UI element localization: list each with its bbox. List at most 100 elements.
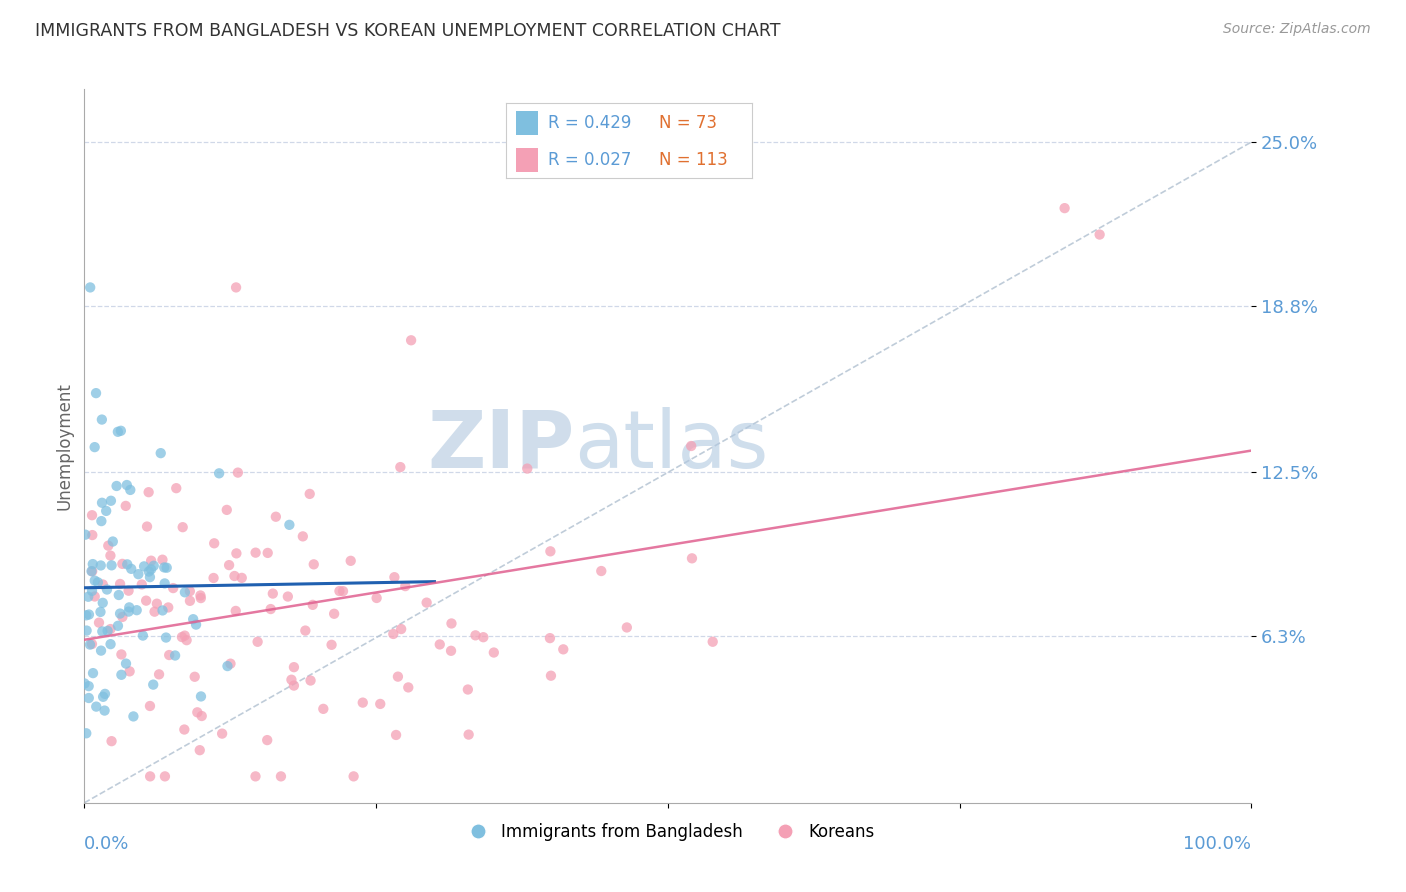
Koreans [139,769,162,783]
Immigrants from Bangladesh [217,659,239,673]
Immigrants from Bangladesh [118,600,141,615]
Koreans [100,549,122,563]
Koreans [457,728,479,742]
Koreans [153,769,176,783]
Koreans [80,508,103,523]
Immigrants from Bangladesh [107,588,129,602]
Koreans [173,723,195,737]
Immigrants from Bangladesh [139,570,162,584]
Immigrants from Bangladesh [142,678,165,692]
Koreans [389,460,412,475]
Immigrants from Bangladesh [115,478,138,492]
Koreans [516,461,538,475]
Immigrants from Bangladesh [117,605,139,619]
Immigrants from Bangladesh [77,691,100,706]
Koreans [457,682,479,697]
Koreans [328,584,350,599]
Koreans [83,590,105,604]
Koreans [146,597,169,611]
Koreans [108,577,131,591]
Immigrants from Bangladesh [190,690,212,704]
Immigrants from Bangladesh [155,631,177,645]
Immigrants from Bangladesh [165,648,187,663]
Koreans [165,481,187,495]
FancyBboxPatch shape [516,148,538,172]
Immigrants from Bangladesh [90,412,112,426]
Immigrants from Bangladesh [100,558,122,573]
Immigrants from Bangladesh [149,446,172,460]
Koreans [591,564,613,578]
Koreans [225,604,247,618]
Koreans [188,743,211,757]
Koreans [389,622,412,636]
Koreans [117,583,139,598]
Immigrants from Bangladesh [120,483,142,497]
Immigrants from Bangladesh [89,605,111,619]
Immigrants from Bangladesh [120,562,142,576]
Koreans [472,630,495,644]
Koreans [283,660,305,674]
Koreans [399,333,422,347]
Immigrants from Bangladesh [90,643,112,657]
Koreans [172,520,194,534]
Koreans [136,519,159,533]
Koreans [190,591,212,606]
Immigrants from Bangladesh [122,709,145,723]
Text: Source: ZipAtlas.com: Source: ZipAtlas.com [1223,22,1371,37]
Koreans [394,579,416,593]
Koreans [176,633,198,648]
Koreans [277,590,299,604]
Immigrants from Bangladesh [90,558,112,573]
Koreans [1088,227,1111,242]
Koreans [440,644,463,658]
Koreans [616,620,638,634]
Koreans [80,637,103,651]
Immigrants from Bangladesh [139,562,162,576]
Immigrants from Bangladesh [125,603,148,617]
Koreans [190,709,212,723]
Koreans [245,769,267,783]
Koreans [82,564,104,578]
Koreans [139,698,162,713]
Koreans [170,630,193,644]
Immigrants from Bangladesh [83,440,105,454]
Immigrants from Bangladesh [117,558,139,572]
Koreans [291,529,314,543]
Koreans [368,697,391,711]
Koreans [131,577,153,591]
Koreans [270,769,292,783]
Immigrants from Bangladesh [75,726,97,740]
Koreans [299,673,322,688]
Koreans [464,628,486,642]
Koreans [138,485,160,500]
Text: R = 0.429: R = 0.429 [548,114,631,132]
Koreans [298,487,321,501]
Koreans [283,679,305,693]
Immigrants from Bangladesh [76,624,98,638]
Immigrants from Bangladesh [96,504,118,518]
Koreans [321,638,343,652]
Koreans [301,598,323,612]
Koreans [429,637,451,651]
Koreans [219,657,242,671]
Koreans [157,600,180,615]
Koreans [553,642,575,657]
Immigrants from Bangladesh [91,624,114,639]
Koreans [387,670,409,684]
Koreans [384,570,406,584]
Koreans [385,728,408,742]
Koreans [312,702,335,716]
Koreans [382,627,405,641]
Immigrants from Bangladesh [153,560,176,574]
Koreans [280,673,302,687]
Koreans [111,557,134,571]
Immigrants from Bangladesh [174,585,197,599]
Koreans [211,726,233,740]
Koreans [246,634,269,648]
Koreans [681,439,703,453]
Immigrants from Bangladesh [93,704,115,718]
Immigrants from Bangladesh [152,603,174,617]
Y-axis label: Unemployment: Unemployment [55,382,73,510]
Koreans [97,539,120,553]
Immigrants from Bangladesh [108,607,131,621]
